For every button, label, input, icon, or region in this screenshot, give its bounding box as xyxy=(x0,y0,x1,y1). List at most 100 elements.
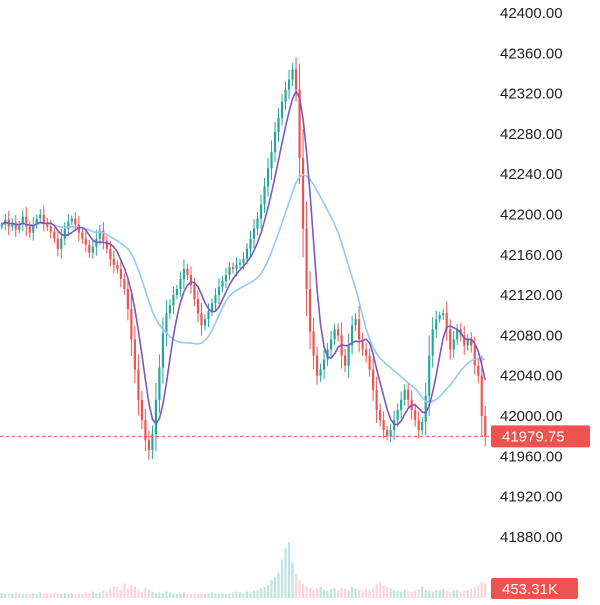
volume-bar xyxy=(74,594,77,598)
candle-body xyxy=(305,228,308,290)
last-volume-tag: 453.31K xyxy=(491,578,578,599)
candle-body xyxy=(333,329,336,340)
volume-bar xyxy=(109,588,112,598)
volume-bar xyxy=(417,589,420,598)
volume-bar xyxy=(196,594,200,598)
candle-body xyxy=(224,274,228,282)
candle-body xyxy=(144,420,147,441)
volume-bar xyxy=(330,589,333,598)
candle-body xyxy=(161,333,165,368)
volume-bar xyxy=(333,588,336,598)
volume-bar xyxy=(358,590,361,598)
volume-bar xyxy=(340,587,343,598)
candle-body xyxy=(431,329,434,356)
volume-bar xyxy=(210,592,214,598)
candle-body xyxy=(88,244,91,253)
volume-bar xyxy=(337,590,340,598)
volume-bar xyxy=(42,593,45,598)
volume-bar xyxy=(221,593,224,598)
volume-bar xyxy=(123,583,126,598)
price-axis: 42400.00 42360.00 42320.00 42280.00 42240.00… xyxy=(500,5,563,546)
candle-body xyxy=(379,409,382,421)
volume-bar xyxy=(231,592,235,598)
volume-bar xyxy=(301,583,305,598)
candle-body xyxy=(400,399,403,410)
y-tick-label: 42200.00 xyxy=(500,207,563,224)
last-volume-tag-bg xyxy=(491,578,578,599)
volume-bar xyxy=(91,591,94,598)
candle-body xyxy=(189,274,193,286)
volume-bar xyxy=(368,590,371,598)
candle-body xyxy=(322,359,326,370)
candle-body xyxy=(193,285,196,300)
volume-bar xyxy=(344,588,347,598)
volume-bar xyxy=(203,594,207,598)
volume-bar xyxy=(410,591,413,598)
volume-bar xyxy=(280,559,284,598)
candle-body xyxy=(308,289,312,332)
candle-body xyxy=(56,238,59,249)
volume-bar xyxy=(147,590,150,598)
candle-body xyxy=(109,248,112,259)
volume-bar xyxy=(403,590,406,598)
fast-moving-average-line xyxy=(1,89,486,426)
candle-body xyxy=(361,339,364,350)
volume-bar xyxy=(400,591,403,598)
last-price-tag-bg xyxy=(491,425,590,448)
candle-body xyxy=(484,415,487,437)
volume-bar xyxy=(77,593,80,598)
volume-bar xyxy=(256,590,259,598)
last-volume-label: 453.31K xyxy=(502,581,558,598)
candle-body xyxy=(298,89,301,159)
candle-body xyxy=(151,434,154,451)
volume-bar xyxy=(312,590,315,598)
candle-body xyxy=(84,238,87,245)
candle-body xyxy=(284,89,287,102)
candle-body xyxy=(137,369,140,400)
volume-bar xyxy=(53,592,56,598)
volume-bar xyxy=(4,594,7,598)
volume-bar xyxy=(294,574,298,598)
candle-body xyxy=(480,375,483,416)
volume-bar xyxy=(158,592,161,598)
volume-bar xyxy=(70,593,73,598)
volume-layer xyxy=(0,542,487,598)
volume-bar xyxy=(151,591,154,598)
volume-bar xyxy=(365,589,368,598)
volume-bar xyxy=(259,588,263,598)
candle-body xyxy=(266,168,270,187)
volume-bar xyxy=(46,594,49,598)
volume-bar xyxy=(463,590,466,598)
candle-body xyxy=(358,319,361,340)
candle-body xyxy=(126,289,129,310)
volume-bar xyxy=(235,591,238,598)
volume-bar xyxy=(445,590,448,598)
volume-bar xyxy=(179,593,182,598)
candle-body xyxy=(424,395,427,423)
volume-bar xyxy=(449,591,452,598)
candle-body xyxy=(291,69,294,80)
candle-body xyxy=(449,329,452,350)
y-tick-label: 42080.00 xyxy=(500,327,563,344)
volume-bar xyxy=(60,594,63,598)
volume-bar xyxy=(372,588,375,598)
volume-bar xyxy=(238,592,242,598)
candle-body xyxy=(231,266,235,269)
volume-bar xyxy=(18,593,21,598)
candle-body xyxy=(435,319,438,330)
candle-body xyxy=(119,268,122,279)
volume-bar xyxy=(217,594,221,598)
candle-body xyxy=(277,117,280,132)
volume-bar xyxy=(351,586,354,598)
candle-body xyxy=(154,399,157,435)
volume-bar xyxy=(270,580,273,598)
volume-bar xyxy=(266,585,270,598)
candle-body xyxy=(389,430,392,437)
last-price-tag: 41979.75 xyxy=(491,425,590,448)
candle-body xyxy=(207,311,210,320)
candle-body xyxy=(18,224,21,230)
candle-body xyxy=(210,303,214,312)
volume-bar xyxy=(175,594,179,598)
